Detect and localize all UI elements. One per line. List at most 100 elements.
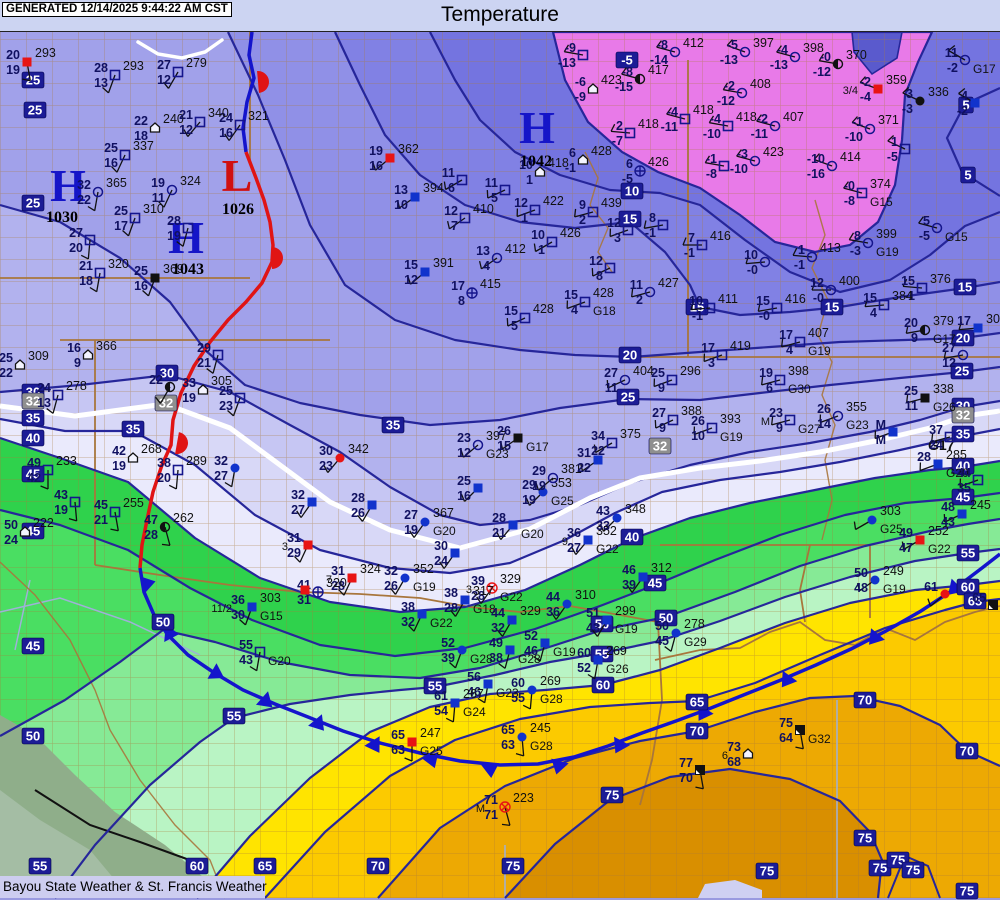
svg-text:5: 5 xyxy=(964,168,971,183)
svg-text:249: 249 xyxy=(883,564,904,578)
svg-text:39: 39 xyxy=(622,578,636,592)
svg-text:36: 36 xyxy=(546,605,560,619)
svg-text:G15: G15 xyxy=(945,230,968,244)
svg-text:-10: -10 xyxy=(807,152,825,166)
svg-text:262: 262 xyxy=(173,511,194,525)
svg-text:17: 17 xyxy=(701,341,715,355)
svg-text:348: 348 xyxy=(625,502,646,516)
station-marker-circle-open xyxy=(864,123,876,135)
svg-text:1: 1 xyxy=(891,135,898,149)
svg-text:G17: G17 xyxy=(973,62,996,76)
station-marker-house xyxy=(149,122,161,133)
wind-barb xyxy=(653,379,673,388)
station-marker-square-blue xyxy=(420,267,430,277)
wind-barb xyxy=(631,291,651,298)
contour-label: 45 xyxy=(21,637,45,655)
station-plot: 174 407 G19 xyxy=(779,326,831,358)
wind-barb xyxy=(746,261,766,265)
svg-text:18: 18 xyxy=(134,129,148,143)
svg-text:50: 50 xyxy=(659,611,673,626)
station-plot: 173 419 xyxy=(701,339,751,370)
svg-text:G17: G17 xyxy=(933,332,956,346)
wind-barb xyxy=(52,394,59,414)
svg-text:-11: -11 xyxy=(751,127,768,141)
svg-text:11: 11 xyxy=(152,191,165,205)
station-marker-dot-blue xyxy=(612,513,622,523)
station-plot: -0-12 370 xyxy=(813,48,867,79)
station-marker-square-open xyxy=(129,212,141,224)
svg-text:4: 4 xyxy=(786,343,793,357)
svg-text:222: 222 xyxy=(33,516,54,530)
svg-text:65: 65 xyxy=(391,728,405,742)
wind-barb xyxy=(516,209,536,218)
station-marker-square-red xyxy=(385,153,395,163)
svg-text:26: 26 xyxy=(384,579,398,593)
svg-text:19: 19 xyxy=(112,459,126,473)
svg-text:60: 60 xyxy=(511,676,525,690)
svg-text:11/2: 11/2 xyxy=(211,603,232,615)
svg-text:43: 43 xyxy=(596,504,610,518)
svg-text:6: 6 xyxy=(722,750,728,762)
svg-text:G20: G20 xyxy=(521,527,544,541)
svg-text:-12: -12 xyxy=(813,65,831,79)
station-plot: -0-8 374 G15 xyxy=(843,177,893,209)
station-marker-square-blue xyxy=(602,615,612,625)
svg-text:-5: -5 xyxy=(622,172,633,186)
svg-text:55: 55 xyxy=(227,709,241,724)
station-marker-dot-blue xyxy=(867,515,877,525)
svg-text:16: 16 xyxy=(104,156,118,170)
svg-text:-1: -1 xyxy=(645,226,656,240)
station-plot: 61 xyxy=(924,580,950,607)
svg-text:-2: -2 xyxy=(947,61,958,75)
contour-label: 50 xyxy=(151,613,175,631)
svg-text:M: M xyxy=(876,418,886,432)
wind-barb xyxy=(771,419,791,426)
svg-text:20: 20 xyxy=(623,348,637,363)
svg-text:10: 10 xyxy=(689,294,703,308)
svg-text:50: 50 xyxy=(26,729,40,744)
svg-text:25: 25 xyxy=(0,351,13,365)
contour-label: 75 xyxy=(501,857,525,875)
svg-text:30: 30 xyxy=(231,608,245,622)
isotherm-line xyxy=(0,203,1000,427)
svg-text:4: 4 xyxy=(961,89,968,103)
svg-text:55: 55 xyxy=(961,546,975,561)
svg-text:7: 7 xyxy=(326,574,332,586)
svg-text:29: 29 xyxy=(287,546,301,560)
wind-barb xyxy=(944,354,964,359)
svg-text:342: 342 xyxy=(348,442,369,456)
contour-label: 70 xyxy=(685,722,709,740)
station-marker-house xyxy=(577,154,589,165)
wind-barb xyxy=(182,227,189,247)
wind-barb xyxy=(212,354,219,374)
svg-text:407: 407 xyxy=(783,110,804,124)
station-plot: 22 xyxy=(149,373,176,404)
station-marker-square-blue xyxy=(508,520,518,530)
svg-text:-5: -5 xyxy=(919,229,930,243)
svg-text:M: M xyxy=(761,416,770,428)
station-marker-square-open xyxy=(172,464,184,476)
svg-text:-3: -3 xyxy=(850,244,861,258)
cold-front-triangle xyxy=(139,576,156,594)
station-plot: 101 426 xyxy=(531,226,581,257)
station-plot: 5-5 G15 xyxy=(918,214,968,244)
station-marker-square-open xyxy=(679,113,691,125)
contour-label: 20 xyxy=(951,329,975,347)
wind-barb xyxy=(232,397,241,417)
station-marker-square-half xyxy=(795,725,805,735)
svg-text:398: 398 xyxy=(788,364,809,378)
svg-text:19: 19 xyxy=(759,366,773,380)
svg-text:G26: G26 xyxy=(606,662,629,676)
station-marker-circle-open xyxy=(736,87,748,99)
svg-text:22: 22 xyxy=(149,373,163,387)
contour-label: 15 xyxy=(618,210,642,228)
